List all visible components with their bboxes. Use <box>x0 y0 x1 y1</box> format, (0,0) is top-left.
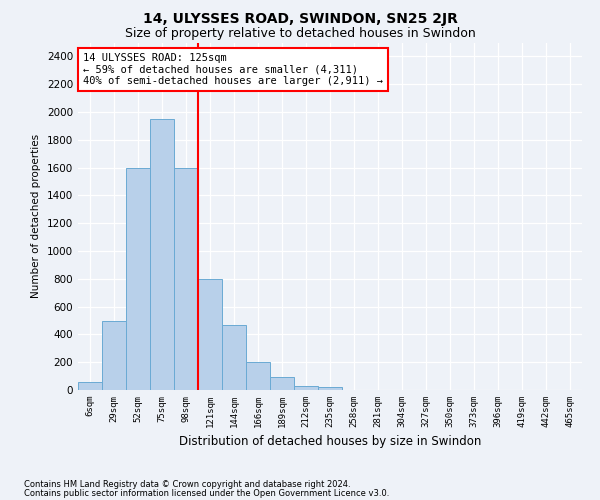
Bar <box>246 362 270 390</box>
Text: Contains public sector information licensed under the Open Government Licence v3: Contains public sector information licen… <box>24 490 389 498</box>
Text: 14 ULYSSES ROAD: 125sqm
← 59% of detached houses are smaller (4,311)
40% of semi: 14 ULYSSES ROAD: 125sqm ← 59% of detache… <box>83 53 383 86</box>
Bar <box>78 382 102 390</box>
Bar <box>294 386 318 390</box>
Bar <box>126 168 150 390</box>
Y-axis label: Number of detached properties: Number of detached properties <box>31 134 41 298</box>
Bar <box>270 378 294 390</box>
Bar <box>150 119 174 390</box>
Bar <box>198 279 222 390</box>
Bar <box>102 320 126 390</box>
Text: 14, ULYSSES ROAD, SWINDON, SN25 2JR: 14, ULYSSES ROAD, SWINDON, SN25 2JR <box>143 12 457 26</box>
X-axis label: Distribution of detached houses by size in Swindon: Distribution of detached houses by size … <box>179 436 481 448</box>
Bar <box>318 387 342 390</box>
Text: Contains HM Land Registry data © Crown copyright and database right 2024.: Contains HM Land Registry data © Crown c… <box>24 480 350 489</box>
Bar <box>174 168 198 390</box>
Text: Size of property relative to detached houses in Swindon: Size of property relative to detached ho… <box>125 28 475 40</box>
Bar <box>222 324 246 390</box>
